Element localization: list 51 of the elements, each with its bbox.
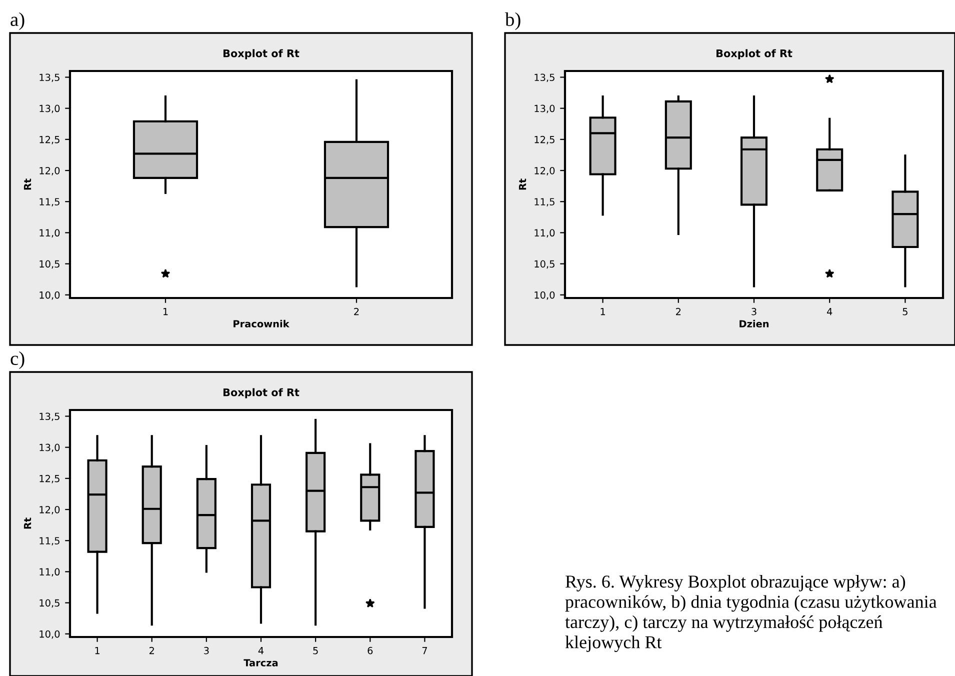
text: a) [10,12,24,30]
y-tick-label: 10,5 [534,260,554,269]
text: Rys. 6. Wykresy Boxplot obrazujące wpływ: a) pracowników, b) dnia tygodnia (czasu użytkowania tarczy), c) tarczy na wytrzymałość połączeń klejowych Rt [565,575,937,652]
y-tick-label: 10,5 [40,599,60,608]
y-axis-title: Rt [518,178,526,190]
y-tick-label: 10,0 [40,630,60,639]
y-tick-label: 10,0 [40,291,60,300]
y-tick-label: 11,0 [40,568,60,577]
y-tick-label: 11,0 [534,229,555,238]
y-tick-label: 13,0 [40,104,60,114]
y-tick-label: 13,5 [40,412,60,422]
x-tick-label: 7 [422,647,427,654]
x-tick-label: 1 [600,308,605,316]
x-tick-label: 3 [204,646,209,654]
y-tick-label: 12,0 [534,166,555,176]
text: c) [10,351,24,369]
chart-title: Boxplot of Rt [716,49,792,60]
y-tick-label: 13,5 [534,74,554,82]
y-tick-label: 11,5 [40,537,60,546]
x-tick-label: 1 [95,647,100,654]
x-tick-label: 1 [163,308,168,316]
x-tick-label: 3 [752,308,756,316]
y-tick-label: 12,5 [40,474,60,484]
y-tick-label: 13,5 [40,74,60,82]
y-tick-label: 11,5 [534,198,554,206]
text: b) [505,12,520,30]
x-tick-label: 2 [149,646,154,654]
x-tick-label: 2 [354,308,359,316]
y-tick-label: 11,5 [40,198,60,206]
y-tick-label: 13,0 [40,444,60,452]
x-tick-label: 4 [826,308,832,316]
y-tick-label: 12,5 [40,136,60,144]
y-tick-label: 13,0 [534,104,555,114]
y-tick-label: 12,0 [40,166,60,176]
y-tick-label: 10,0 [534,291,555,300]
y-tick-label: 11,0 [40,229,60,238]
chart-title: Boxplot of Rt [224,388,300,398]
x-axis-title: Tarcza [244,659,278,666]
x-axis-title: Dzien [740,320,769,328]
y-axis-title: Rt [24,178,32,190]
y-tick-label: 12,5 [534,136,554,144]
x-tick-label: 5 [313,647,318,654]
x-axis-title: Pracownik [234,320,290,328]
x-tick-label: 6 [368,646,373,654]
chart-title: Boxplot of Rt [224,49,300,60]
y-tick-label: 12,0 [40,506,60,514]
y-axis-title: Rt [24,518,32,529]
x-tick-label: 2 [676,308,681,316]
x-tick-label: 4 [258,647,264,654]
x-tick-label: 5 [902,308,908,316]
y-tick-label: 10,5 [40,260,60,269]
